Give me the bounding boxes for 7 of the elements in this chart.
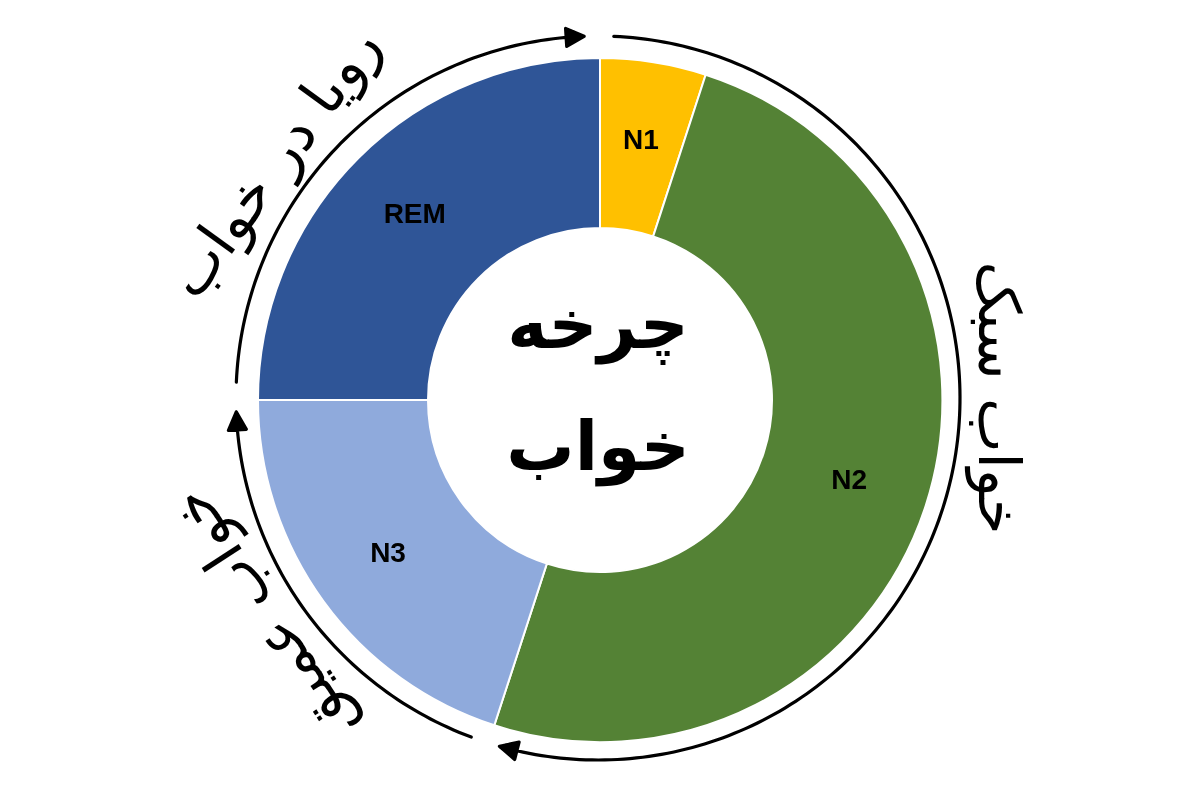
text: خواب عمیق (154, 476, 370, 757)
text: چرخه خواب (506, 285, 690, 487)
slice-label: N3 (370, 537, 406, 568)
slice-label: N2 (831, 463, 868, 495)
slice-label: N1 (623, 124, 659, 156)
text: خواب سبک (964, 261, 1033, 535)
slice-label: REM (383, 197, 446, 229)
